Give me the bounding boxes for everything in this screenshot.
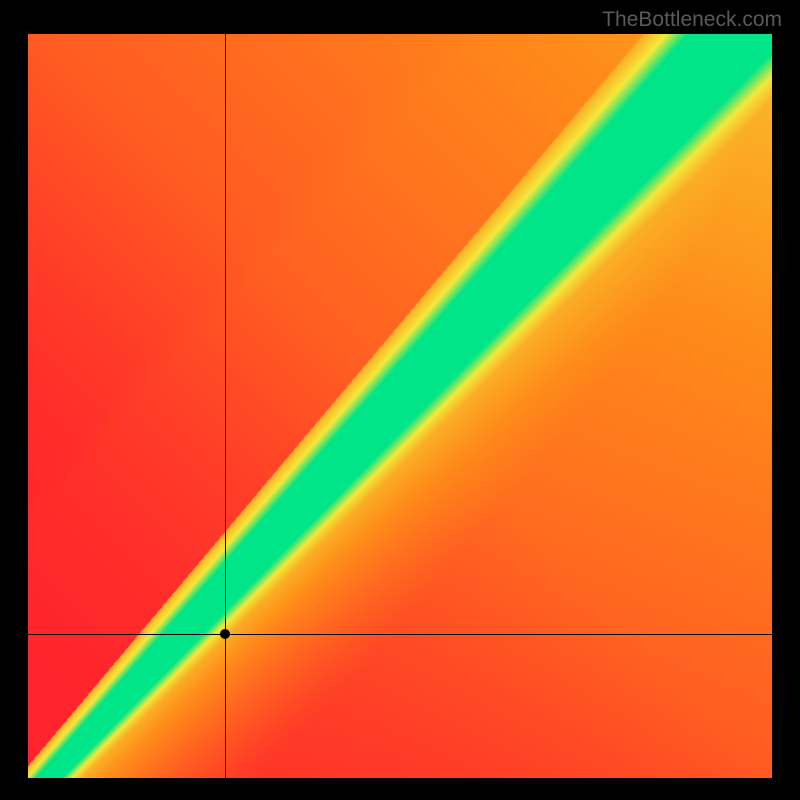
marker-dot — [220, 629, 230, 639]
watermark-text: TheBottleneck.com — [602, 8, 782, 32]
crosshair-horizontal — [28, 634, 772, 635]
crosshair-vertical — [225, 34, 226, 778]
plot-area — [28, 34, 772, 778]
heatmap-canvas — [28, 34, 772, 778]
chart-container: TheBottleneck.com — [0, 0, 800, 800]
